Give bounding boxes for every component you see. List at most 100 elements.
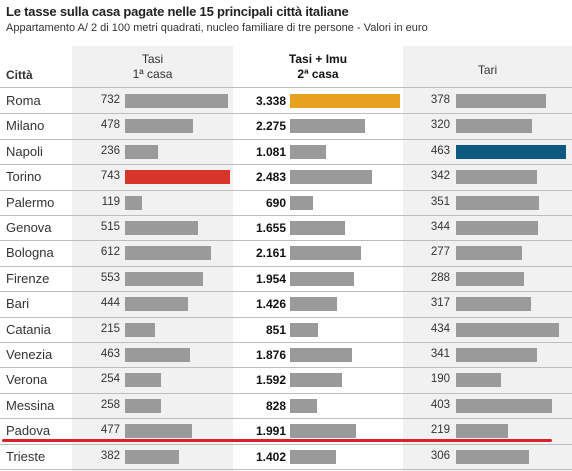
tasi-imu-value: 3.338 bbox=[255, 94, 286, 108]
tasi-imu-value: 851 bbox=[265, 322, 286, 337]
header-tasi-imu-line1: Tasi + Imu bbox=[288, 52, 348, 66]
tari-value: 351 bbox=[430, 195, 450, 208]
tasi-bar bbox=[125, 246, 211, 261]
header-tasi: Tasi 1ª casa bbox=[72, 52, 233, 82]
tari-bar bbox=[456, 195, 539, 210]
tasi-bar bbox=[125, 170, 230, 185]
tari-value: 434 bbox=[430, 322, 450, 335]
tasi-bar bbox=[125, 398, 161, 413]
header-divider bbox=[0, 87, 572, 88]
tari-bar bbox=[456, 348, 537, 362]
row-divider bbox=[0, 469, 572, 470]
tasi-imu-value: 2.161 bbox=[255, 246, 286, 261]
tari-bar bbox=[456, 424, 508, 439]
row-divider bbox=[0, 113, 572, 115]
tari-value: 190 bbox=[430, 373, 450, 386]
city-label: Messina bbox=[6, 397, 55, 413]
tasi-imu-bar bbox=[290, 297, 337, 312]
tasi-imu-bar bbox=[290, 221, 345, 235]
tasi-imu-value: 1.991 bbox=[255, 424, 286, 439]
row-divider bbox=[0, 367, 572, 369]
tasi-imu-value: 690 bbox=[265, 195, 286, 210]
tasi-imu-bar bbox=[290, 119, 365, 134]
tasi-bar bbox=[125, 449, 179, 464]
row-divider bbox=[0, 265, 572, 267]
tari-value: 344 bbox=[430, 221, 450, 233]
tari-bar bbox=[456, 271, 524, 286]
tasi-bar bbox=[125, 221, 198, 235]
city-label: Palermo bbox=[6, 194, 55, 210]
tasi-imu-value: 1.655 bbox=[255, 221, 286, 235]
header-tasi-line2: 1ª casa bbox=[132, 67, 173, 81]
row-divider bbox=[0, 164, 572, 166]
tasi-value: 478 bbox=[100, 119, 120, 132]
header-tari: Tari bbox=[403, 63, 572, 78]
tasi-imu-value: 2.483 bbox=[255, 170, 286, 185]
tasi-value: 553 bbox=[100, 271, 120, 284]
tasi-imu-value: 1.402 bbox=[255, 449, 286, 464]
row-divider bbox=[0, 138, 572, 140]
tari-value: 288 bbox=[430, 271, 450, 284]
tasi-bar bbox=[125, 297, 188, 312]
tasi-bar bbox=[125, 424, 192, 439]
row-divider bbox=[0, 291, 572, 293]
tari-value: 403 bbox=[430, 398, 450, 411]
tari-value: 463 bbox=[430, 144, 450, 157]
tasi-bar bbox=[125, 94, 228, 108]
header-city: Città bbox=[6, 68, 33, 82]
tasi-value: 119 bbox=[101, 195, 120, 208]
tasi-value: 236 bbox=[100, 144, 120, 157]
tasi-imu-bar bbox=[290, 348, 352, 362]
tari-value: 378 bbox=[430, 94, 450, 106]
tasi-value: 515 bbox=[100, 221, 120, 233]
city-label: Bari bbox=[6, 296, 30, 312]
tasi-bar bbox=[125, 322, 155, 337]
tari-value: 317 bbox=[430, 297, 450, 310]
tasi-imu-bar bbox=[290, 322, 318, 337]
tasi-imu-bar bbox=[290, 398, 317, 413]
tasi-bar bbox=[125, 195, 142, 210]
row-divider bbox=[0, 215, 572, 216]
tasi-value: 382 bbox=[100, 449, 120, 462]
row-divider bbox=[0, 418, 572, 420]
tari-bar bbox=[456, 144, 566, 159]
city-label: Venezia bbox=[6, 347, 53, 362]
tasi-value: 612 bbox=[100, 246, 120, 259]
tasi-bar bbox=[125, 271, 203, 286]
tasi-imu-bar bbox=[290, 246, 361, 261]
tari-value: 341 bbox=[430, 348, 450, 360]
tasi-value: 215 bbox=[100, 322, 120, 335]
tari-bar bbox=[456, 297, 531, 312]
tari-bar bbox=[456, 94, 546, 108]
city-label: Genova bbox=[6, 220, 52, 235]
tasi-imu-bar bbox=[290, 170, 372, 185]
tasi-imu-value: 1.426 bbox=[255, 297, 286, 312]
row-divider bbox=[0, 240, 572, 242]
row-divider bbox=[0, 443, 572, 445]
header-tasi-imu: Tasi + Imu 2ª casa bbox=[233, 52, 403, 82]
city-label: Napoli bbox=[6, 143, 43, 159]
city-label: Catania bbox=[6, 321, 51, 337]
tasi-value: 743 bbox=[100, 170, 120, 183]
tasi-imu-bar bbox=[290, 271, 354, 286]
tasi-bar bbox=[125, 373, 161, 388]
tasi-imu-value: 1.081 bbox=[255, 144, 286, 159]
city-label: Verona bbox=[6, 372, 48, 388]
city-label: Milano bbox=[6, 118, 45, 134]
tasi-value: 444 bbox=[100, 297, 120, 310]
row-divider bbox=[0, 392, 572, 394]
tari-bar bbox=[456, 119, 532, 134]
tari-bar bbox=[456, 322, 559, 337]
tari-bar bbox=[456, 246, 522, 261]
tasi-imu-bar bbox=[290, 144, 326, 159]
padova-underline bbox=[2, 439, 552, 442]
row-divider bbox=[0, 189, 572, 191]
tasi-imu-value: 828 bbox=[265, 398, 286, 413]
tasi-imu-bar bbox=[290, 424, 356, 439]
tari-bar bbox=[456, 170, 537, 185]
city-label: Torino bbox=[6, 169, 42, 185]
city-label: Firenze bbox=[6, 270, 50, 286]
city-label: Trieste bbox=[6, 448, 46, 464]
tasi-imu-bar bbox=[290, 449, 336, 464]
header-tasi-line1: Tasi bbox=[141, 52, 164, 66]
